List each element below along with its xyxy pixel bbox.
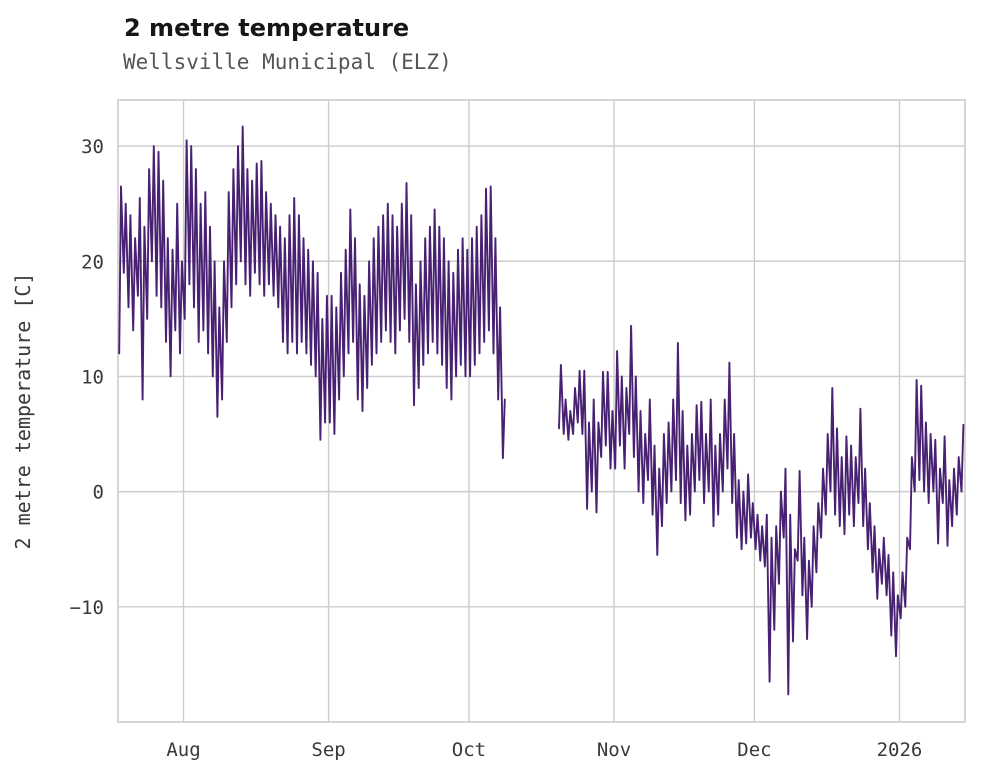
plot-border	[117, 99, 966, 723]
x-tick-label: Oct	[452, 739, 486, 761]
x-tick-label: 2026	[877, 739, 923, 761]
temperature-series-line	[118, 125, 965, 696]
plot-background	[118, 100, 965, 722]
x-tick-label: Aug	[166, 739, 200, 761]
x-tick-label: Nov	[597, 739, 631, 761]
y-tick-label: 10	[81, 366, 104, 388]
y-tick-label: 30	[81, 136, 104, 158]
y-tick-label: 20	[81, 251, 104, 273]
chart-subtitle: Wellsville Municipal (ELZ)	[123, 50, 452, 74]
x-tick-label: Sep	[311, 739, 345, 761]
y-tick-label: 0	[93, 482, 104, 504]
y-tick-label: −10	[70, 597, 104, 619]
y-axis-label: 2 metre temperature [C]	[11, 273, 35, 550]
x-tick-label: Dec	[737, 739, 771, 761]
chart-title: 2 metre temperature	[124, 14, 410, 42]
